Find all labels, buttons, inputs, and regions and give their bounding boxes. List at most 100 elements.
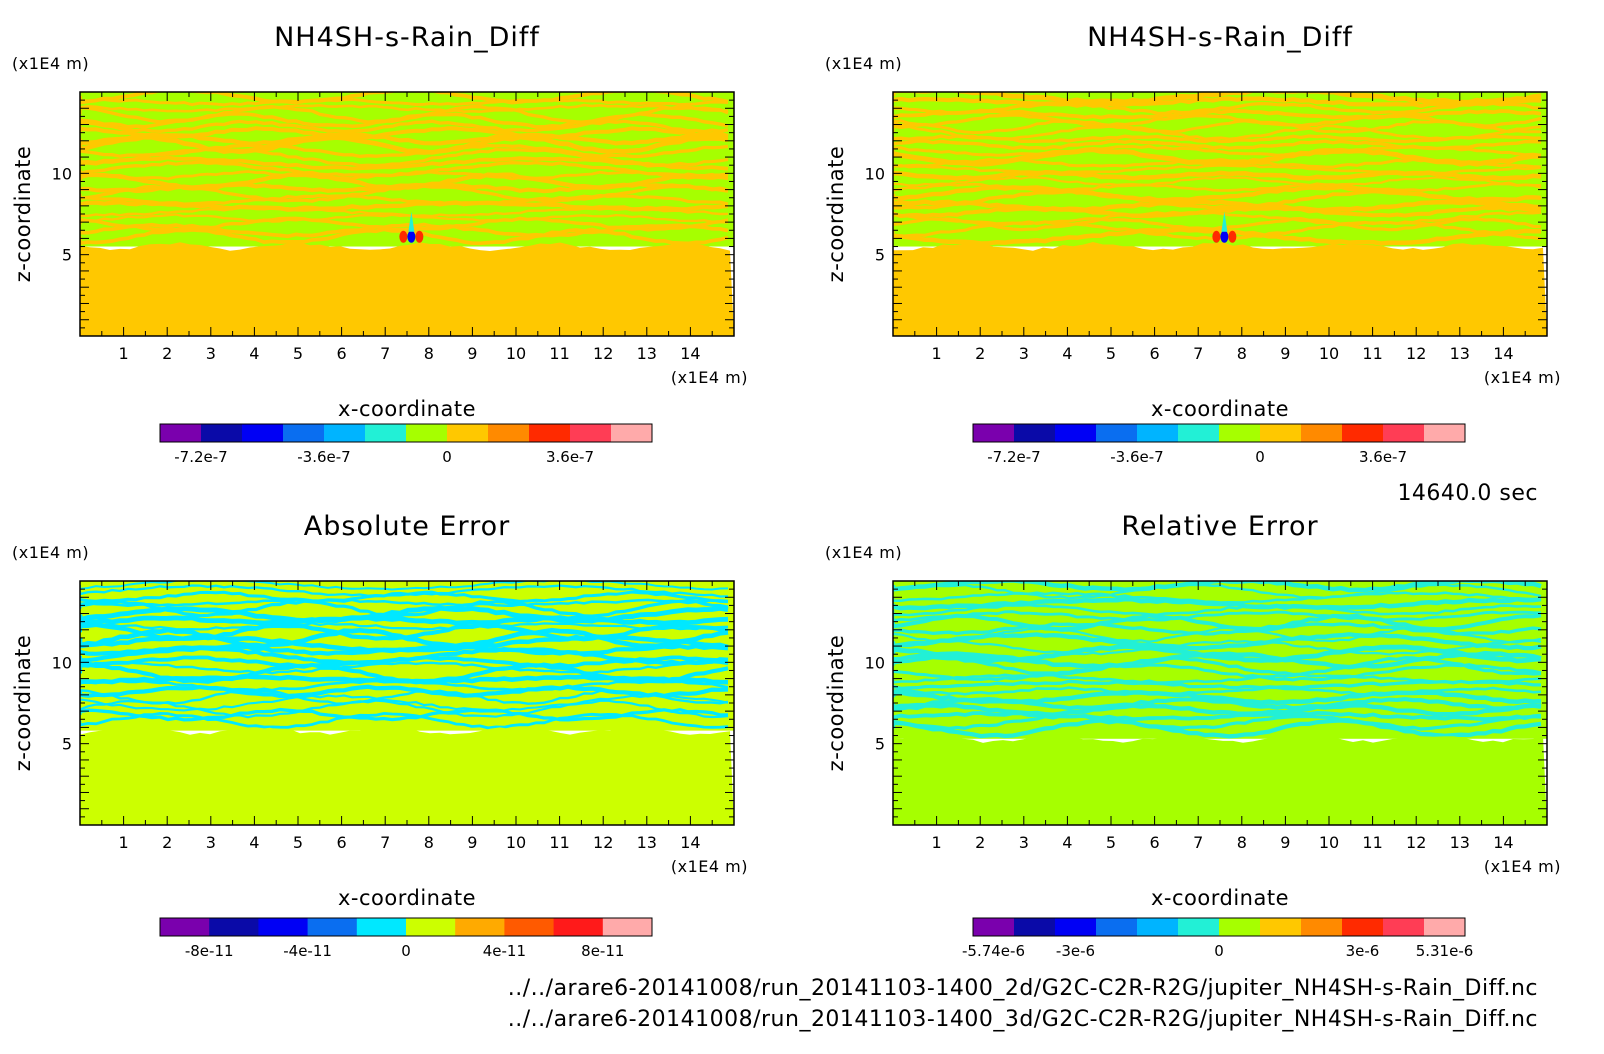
x-tick-label: 6 bbox=[337, 833, 347, 852]
x-tick-label: 6 bbox=[1150, 344, 1160, 363]
colorbar-swatch bbox=[1260, 424, 1302, 442]
x-tick-label: 1 bbox=[932, 833, 942, 852]
heatmap-field bbox=[80, 581, 734, 825]
contour-band bbox=[893, 189, 1542, 211]
y-axis-label: z-coordinate bbox=[824, 146, 848, 283]
x-unit-label: (x1E4 m) bbox=[1484, 368, 1561, 387]
x-tick-label: 14 bbox=[680, 833, 700, 852]
colorbar-swatch bbox=[447, 424, 489, 442]
colorbar-swatch bbox=[356, 918, 407, 936]
x-tick-label: 1 bbox=[119, 344, 129, 363]
x-tick-label: 14 bbox=[1493, 833, 1513, 852]
y-tick-label: 5 bbox=[62, 246, 72, 265]
contour-band bbox=[80, 184, 729, 204]
x-tick-label: 3 bbox=[1019, 833, 1029, 852]
contour-band bbox=[893, 632, 1542, 651]
contour-band bbox=[80, 134, 729, 155]
x-tick-label: 8 bbox=[1237, 833, 1247, 852]
x-tick-label: 10 bbox=[506, 344, 526, 363]
contour-band bbox=[893, 596, 1542, 611]
colorbar-swatch bbox=[242, 424, 284, 442]
contour-band bbox=[893, 714, 1542, 731]
x-tick-label: 12 bbox=[1406, 833, 1426, 852]
x-tick-label: 12 bbox=[593, 833, 613, 852]
colorbar-swatch bbox=[611, 424, 653, 442]
colorbar-swatch bbox=[365, 424, 407, 442]
chart-title: Relative Error bbox=[1121, 511, 1318, 542]
contour-band bbox=[80, 155, 729, 171]
lower-region bbox=[80, 242, 734, 336]
contour-band bbox=[893, 610, 1542, 622]
x-axis-label: x-coordinate bbox=[338, 886, 476, 910]
colorbar-swatch bbox=[1096, 918, 1138, 936]
plume-mark bbox=[1228, 230, 1237, 243]
colorbar-swatch bbox=[973, 424, 1015, 442]
heatmap-field bbox=[80, 92, 734, 336]
x-tick-label: 4 bbox=[1062, 833, 1072, 852]
contour-band bbox=[893, 119, 1542, 135]
chart-panel-4: Relative Error(x1E4 m)1 2 3 4 5 6 7 8 9 10 11 12 13 1… bbox=[824, 511, 1561, 960]
colorbar: -5.74e-6 -3e-6 0 3e-6 5.31e-6 bbox=[962, 917, 1474, 960]
colorbar-swatch bbox=[1383, 918, 1425, 936]
colorbar-tick-label: -4e-11 bbox=[283, 942, 332, 960]
x-unit-label: (x1E4 m) bbox=[671, 857, 748, 876]
colorbar-swatch bbox=[307, 918, 358, 936]
heatmap-field bbox=[893, 581, 1547, 825]
contour-band bbox=[893, 169, 1542, 181]
contour-band bbox=[893, 583, 1542, 600]
plume-mark bbox=[1212, 230, 1221, 243]
contour-band bbox=[893, 210, 1542, 226]
x-tick-label: 14 bbox=[1493, 344, 1513, 363]
y-axis-label: z-coordinate bbox=[11, 635, 35, 772]
y-tick-label: 10 bbox=[52, 164, 72, 183]
y-tick-label: 10 bbox=[52, 653, 72, 672]
colorbar-swatch bbox=[1137, 918, 1179, 936]
colorbar-tick-label: 0 bbox=[1255, 448, 1265, 466]
colorbar-tick-label: -3.6e-7 bbox=[297, 448, 350, 466]
contour-band bbox=[893, 205, 1542, 219]
colorbar: -8e-11 -4e-11 0 4e-11 8e-11 bbox=[159, 917, 653, 960]
contour-band bbox=[80, 660, 729, 675]
contour-band bbox=[893, 696, 1542, 711]
colorbar-swatch bbox=[406, 424, 448, 442]
x-axis-label: x-coordinate bbox=[338, 397, 476, 421]
colorbar-tick-label: 5.31e-6 bbox=[1416, 942, 1474, 960]
contour-band bbox=[80, 213, 729, 223]
colorbar-swatch bbox=[160, 424, 202, 442]
contour-band bbox=[80, 694, 729, 712]
colorbar-tick-label: 0 bbox=[1214, 942, 1224, 960]
x-tick-label: 9 bbox=[467, 344, 477, 363]
contour-band bbox=[80, 679, 729, 692]
colorbar-tick-label: -3e-6 bbox=[1056, 942, 1095, 960]
colorbar-swatch bbox=[553, 918, 604, 936]
x-tick-label: 12 bbox=[1406, 344, 1426, 363]
colorbar-tick-label: 3.6e-7 bbox=[1359, 448, 1407, 466]
x-tick-label: 11 bbox=[549, 344, 569, 363]
colorbar-swatch bbox=[1096, 424, 1138, 442]
y-tick-label: 5 bbox=[62, 735, 72, 754]
x-tick-label: 1 bbox=[932, 344, 942, 363]
colorbar-tick-label: 3e-6 bbox=[1346, 942, 1380, 960]
x-tick-label: 2 bbox=[975, 833, 985, 852]
contour-band bbox=[80, 581, 729, 591]
x-unit-label: (x1E4 m) bbox=[1484, 857, 1561, 876]
contour-band bbox=[893, 227, 1542, 246]
contour-band bbox=[80, 689, 729, 705]
colorbar-swatch bbox=[1383, 424, 1425, 442]
colorbar-swatch bbox=[973, 918, 1015, 936]
contour-band bbox=[893, 650, 1542, 670]
colorbar-swatch bbox=[529, 424, 571, 442]
colorbar-swatch bbox=[602, 918, 653, 936]
lower-region bbox=[893, 734, 1547, 825]
x-tick-label: 14 bbox=[680, 344, 700, 363]
heatmap-field bbox=[893, 92, 1547, 336]
plume-mark bbox=[399, 230, 408, 243]
colorbar-swatch bbox=[201, 424, 243, 442]
contour-band bbox=[893, 92, 1542, 105]
x-tick-label: 11 bbox=[1362, 833, 1382, 852]
colorbar-swatch bbox=[1424, 918, 1466, 936]
contour-band bbox=[80, 584, 729, 598]
contour-band bbox=[80, 97, 729, 107]
x-tick-label: 3 bbox=[206, 344, 216, 363]
